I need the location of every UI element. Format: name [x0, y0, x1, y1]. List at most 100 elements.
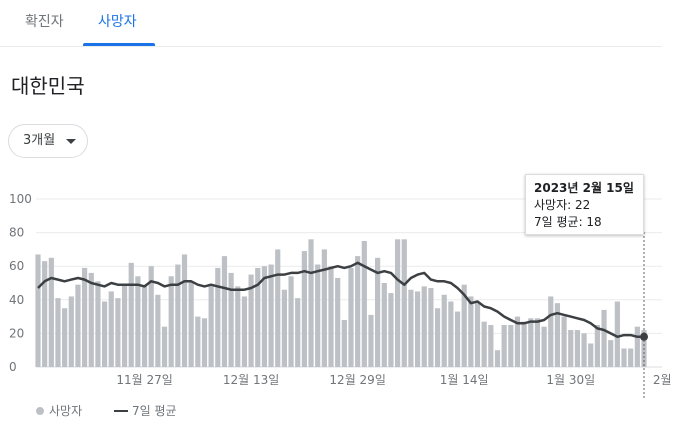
- chart-bar: [115, 298, 121, 367]
- avg-line: [37, 261, 644, 339]
- chart-bar: [341, 319, 347, 367]
- chart-bar: [308, 239, 314, 367]
- chart-bar: [55, 298, 61, 367]
- chart-bar: [528, 318, 534, 367]
- chart-cursor: [640, 232, 648, 398]
- chart-bar: [588, 343, 594, 367]
- chart-bar: [375, 257, 381, 367]
- legend-item-average: 7일 평균: [114, 402, 177, 419]
- chart-bar: [82, 267, 88, 367]
- chart-bar: [501, 325, 507, 367]
- chart-bar: [594, 325, 600, 367]
- range-dropdown[interactable]: 3개월: [8, 124, 88, 158]
- chart-bar: [534, 318, 541, 367]
- tooltip-date: 2023년 2월 15일: [534, 181, 634, 195]
- y-axis-labels: 0 20 40 60 80 100: [9, 192, 32, 374]
- chart-bar: [601, 309, 607, 367]
- legend-bar-swatch: [36, 407, 44, 415]
- chart-bar: [474, 303, 481, 367]
- chart-bar: [181, 254, 188, 367]
- chart-bar: [108, 291, 114, 367]
- chart-bar: [434, 308, 441, 367]
- legend-line-swatch: [114, 410, 128, 412]
- chart-bar: [62, 308, 68, 367]
- legend-deaths-label: 사망자: [49, 404, 83, 418]
- chart-bar: [621, 348, 627, 367]
- y-tick-label: 80: [9, 226, 24, 240]
- chart-bar: [101, 301, 108, 367]
- chart-bar: [201, 318, 208, 367]
- chart-bar: [368, 314, 374, 367]
- chart-bar: [261, 266, 268, 367]
- chart-bar: [541, 326, 547, 367]
- chart-bar: [335, 277, 341, 367]
- legend-average-label: 7일 평균: [132, 404, 177, 418]
- chart-bar: [75, 284, 81, 367]
- chart-bar: [395, 239, 401, 367]
- tooltip-deaths: 사망자: 22: [534, 198, 591, 212]
- tab-bar: 확진자 사망자: [0, 0, 662, 47]
- y-tick-label: 0: [9, 360, 17, 374]
- x-axis-labels: 11월 27일 12월 13일 12월 29일 1월 14일 1월 30일 2월 15일: [116, 373, 673, 387]
- y-tick-label: 40: [9, 293, 24, 307]
- chart-bar: [321, 249, 327, 367]
- chart-avg-line: [37, 261, 644, 339]
- chart-bars: [35, 239, 647, 367]
- chart-bar: [628, 348, 634, 367]
- chart-bar: [295, 298, 301, 367]
- y-tick-label: 20: [9, 326, 24, 340]
- chart-bar: [235, 286, 241, 367]
- chart-bar: [608, 340, 614, 367]
- x-tick-label: 12월 13일: [223, 373, 279, 387]
- chart-bar: [388, 293, 394, 367]
- chart-bar: [361, 241, 367, 367]
- legend-item-deaths: 사망자: [36, 402, 82, 419]
- chart-bar: [281, 289, 287, 367]
- chart-bar: [561, 316, 567, 367]
- chart-bar: [421, 286, 427, 367]
- chart-bar: [408, 289, 414, 367]
- chart-bar: [168, 276, 174, 367]
- range-dropdown-label: 3개월: [23, 133, 56, 148]
- x-tick-label: 11월 27일: [116, 373, 172, 387]
- chart-bar: [581, 333, 587, 367]
- chart-bar: [355, 256, 361, 367]
- chart-bar: [554, 303, 561, 367]
- chart-bar: [95, 281, 101, 367]
- x-tick-label: 1월 30일: [546, 373, 595, 387]
- y-tick-label: 100: [9, 192, 32, 206]
- tab-cases[interactable]: 확진자: [25, 14, 64, 30]
- chart-bar: [508, 325, 514, 367]
- x-tick-label: 12월 29일: [329, 373, 385, 387]
- chart-bar: [381, 283, 387, 367]
- chart-bar: [135, 276, 141, 367]
- deaths-chart[interactable]: 0 20 40 60 80 100 11월 27일 12월 13일 12월 29일 1월 14일…: [0, 170, 673, 402]
- chart-bar: [221, 256, 228, 367]
- chart-bar: [241, 296, 248, 367]
- chart-bar: [175, 264, 181, 367]
- cursor-dot: [640, 332, 648, 341]
- chart-bar: [155, 294, 161, 367]
- chart-bar: [148, 266, 154, 367]
- chart-bar: [161, 326, 168, 367]
- chart-bar: [348, 267, 354, 367]
- chart-bar: [68, 296, 74, 367]
- x-tick-label: 2월 15일: [653, 373, 673, 387]
- chart-bar: [48, 257, 54, 367]
- chart-bar: [568, 330, 574, 367]
- tab-deaths[interactable]: 사망자: [98, 14, 137, 30]
- chart-bar: [634, 326, 640, 367]
- chart-bar: [414, 291, 421, 367]
- caret-down-icon: [66, 139, 76, 144]
- y-tick-label: 60: [9, 259, 24, 273]
- chart-bar: [268, 264, 274, 367]
- chart-bar: [208, 284, 214, 367]
- chart-bar: [514, 316, 521, 367]
- chart-bar: [428, 288, 434, 367]
- chart-bar: [121, 284, 128, 367]
- chart-bar: [255, 267, 261, 367]
- chart-bar: [141, 284, 148, 367]
- x-tick-label: 1월 14일: [440, 373, 489, 387]
- chart-bar: [288, 276, 294, 367]
- chart-bar: [328, 266, 334, 367]
